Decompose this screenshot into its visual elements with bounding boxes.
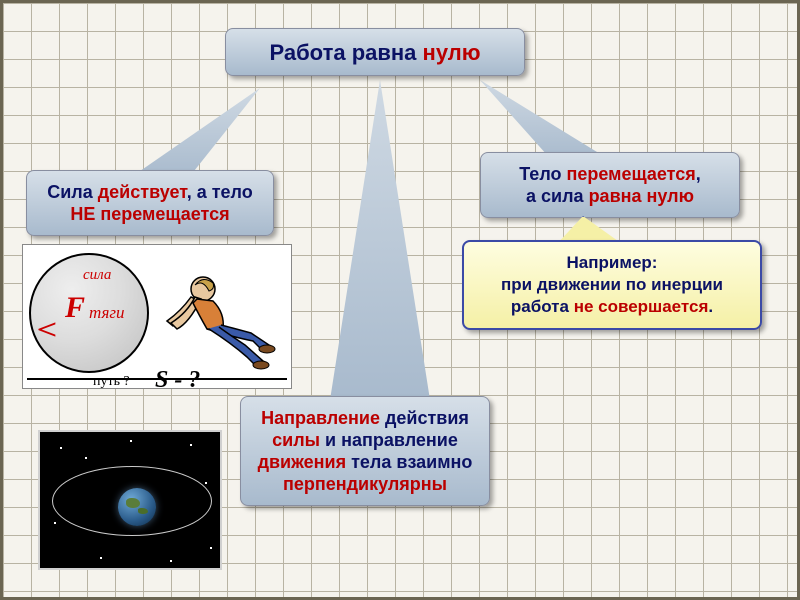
star-icon xyxy=(210,547,212,549)
right-l2a: а сила xyxy=(526,186,589,206)
left-callout: Сила действует, а тело НЕ перемещается xyxy=(26,170,274,236)
force-F-label: F xyxy=(65,291,85,325)
right-l2b: равна нулю xyxy=(589,186,694,206)
right-line-1: Тело перемещается, xyxy=(493,163,727,185)
star-icon xyxy=(130,440,132,442)
earth-icon xyxy=(118,488,156,526)
center-l3: движения тела взаимно xyxy=(253,451,477,473)
yellow-l1: Например: xyxy=(476,252,748,274)
right-callout: Тело перемещается, а сила равна нулю xyxy=(480,152,740,218)
center-l3a: движения xyxy=(258,452,347,472)
center-l2: силы и направление xyxy=(253,429,477,451)
center-l2a: силы xyxy=(272,430,320,450)
left-l1b: действует xyxy=(98,182,187,202)
yellow-l3c: . xyxy=(708,297,713,316)
left-l1c: , а тело xyxy=(187,182,253,202)
right-l1a: Тело xyxy=(519,164,566,184)
path-label: путь ? xyxy=(93,374,130,390)
star-icon xyxy=(85,457,87,459)
star-icon xyxy=(54,522,56,524)
right-l1c: , xyxy=(696,164,701,184)
star-icon xyxy=(100,557,102,559)
left-line-2: НЕ перемещается xyxy=(39,203,261,225)
push-illustration: сила F < тяги путь ? S - ? xyxy=(22,244,292,389)
left-l1a: Сила xyxy=(47,182,98,202)
star-icon xyxy=(170,560,172,562)
center-l1a: Направление xyxy=(261,408,380,428)
title-callout: Работа равна нулю xyxy=(225,28,525,76)
yellow-l3b: не совершается xyxy=(569,297,708,316)
person-pushing-icon xyxy=(143,271,283,379)
left-line-1: Сила действует, а тело xyxy=(39,181,261,203)
tyagi-label: тяги xyxy=(89,303,125,323)
center-l1b: действия xyxy=(380,408,469,428)
center-l3b: тела взаимно xyxy=(346,452,472,472)
center-callout: Направление действия силы и направление … xyxy=(240,396,490,506)
center-l1: Направление действия xyxy=(253,407,477,429)
center-l4: перпендикулярны xyxy=(253,473,477,495)
yellow-l3: работа не совершается. xyxy=(476,296,748,318)
right-line-2: а сила равна нулю xyxy=(493,185,727,207)
earth-orbit-illustration xyxy=(38,430,222,570)
yellow-l3a: работа xyxy=(511,297,569,316)
star-icon xyxy=(205,482,207,484)
example-callout: Например: при движении по инерции работа… xyxy=(462,240,762,330)
title-text-1: Работа равна xyxy=(269,40,422,65)
yellow-l2: при движении по инерции xyxy=(476,274,748,296)
sila-label: сила xyxy=(83,267,111,284)
distance-S-label: S - ? xyxy=(155,367,200,394)
title-text-2: нулю xyxy=(423,40,481,65)
right-l1b: перемещается xyxy=(567,164,696,184)
star-icon xyxy=(60,447,62,449)
star-icon xyxy=(190,444,192,446)
center-l2b: и направление xyxy=(320,430,458,450)
force-arrow-icon: < xyxy=(37,315,58,347)
